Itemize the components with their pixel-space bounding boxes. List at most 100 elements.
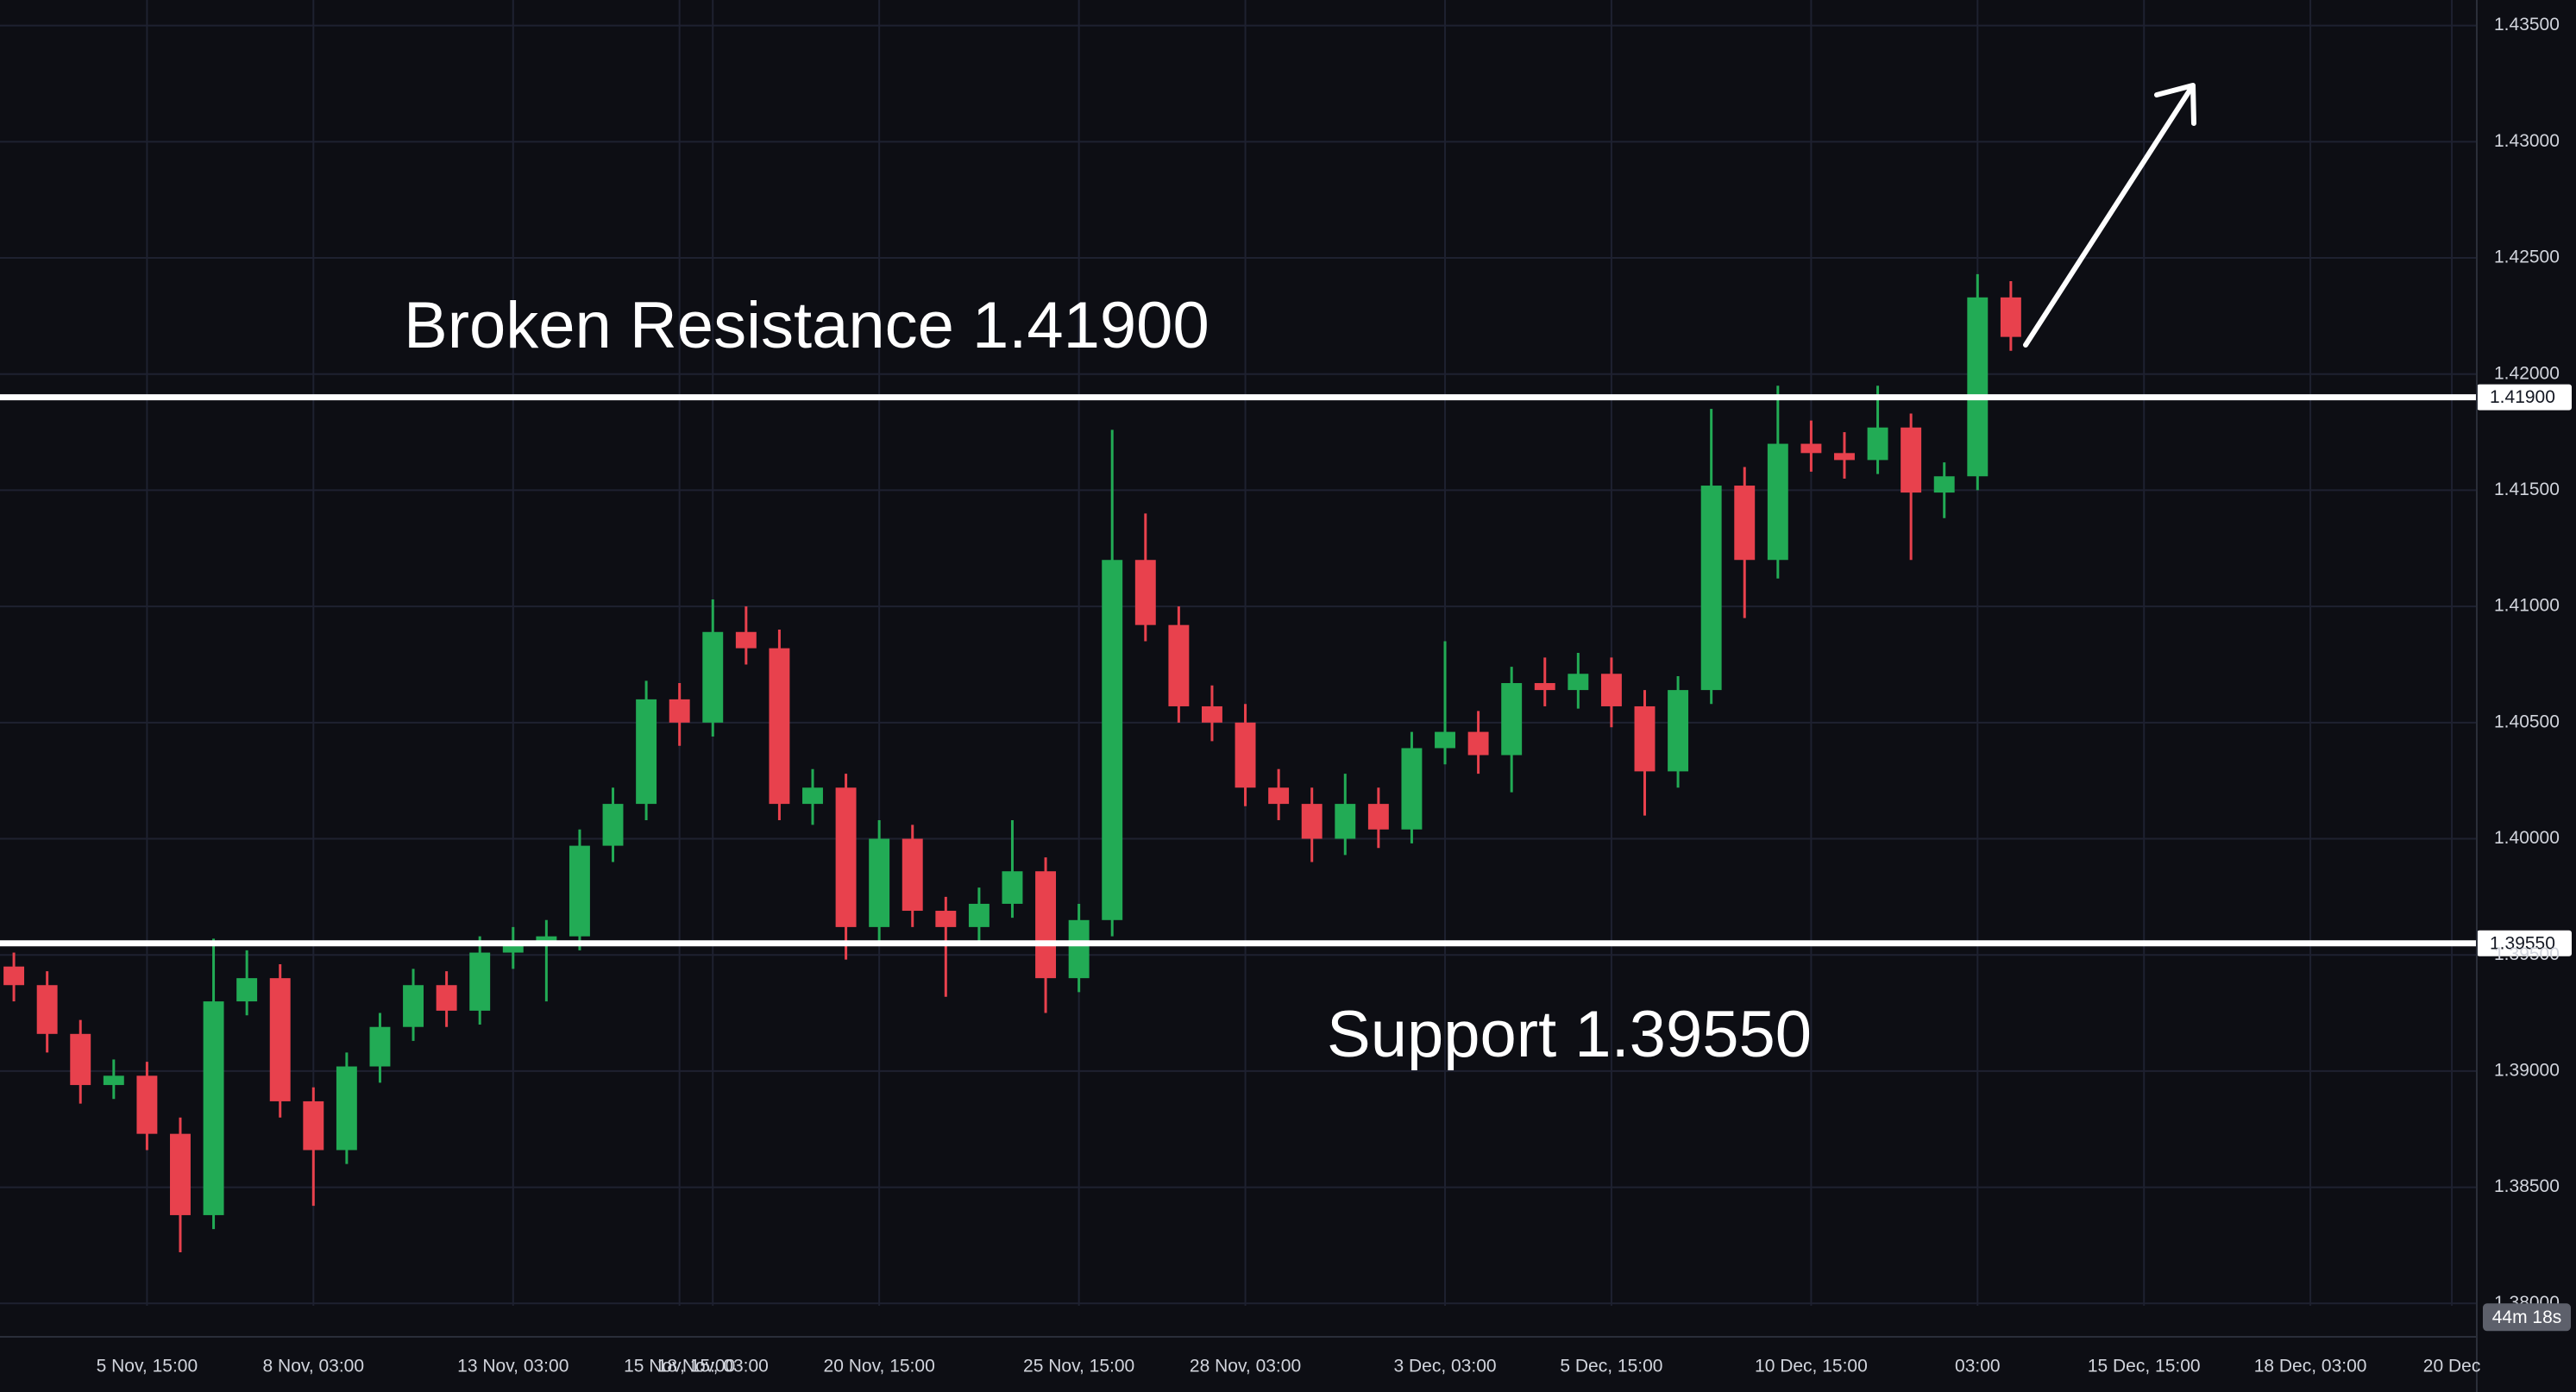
candle-body bbox=[1668, 690, 1689, 772]
candle-body bbox=[203, 1001, 224, 1215]
candle-body bbox=[403, 985, 424, 1027]
candle-body bbox=[103, 1075, 124, 1086]
candle-body bbox=[303, 1100, 324, 1151]
y-tick-label: 1.43000 bbox=[2494, 131, 2560, 151]
candle-body bbox=[36, 985, 58, 1034]
levels: 1.41900 1.39550 bbox=[0, 384, 2572, 956]
candle-body bbox=[1867, 427, 1888, 461]
candle-body bbox=[1301, 804, 1323, 839]
candle-body bbox=[1467, 731, 1489, 756]
x-tick-label: 20 Dec bbox=[2423, 1357, 2481, 1376]
trend-arrow bbox=[2023, 83, 2196, 348]
level-badge bbox=[2477, 384, 2572, 411]
candle-body bbox=[869, 838, 890, 927]
candle-body bbox=[336, 1066, 357, 1151]
candle-body bbox=[935, 911, 957, 927]
x-tick-label: 03:00 bbox=[1955, 1357, 2001, 1376]
x-tick-label: 28 Nov, 03:00 bbox=[1190, 1357, 1301, 1376]
y-tick-label: 1.40000 bbox=[2494, 828, 2560, 848]
x-tick-label: 15 Dec, 15:00 bbox=[2088, 1357, 2201, 1376]
countdown-badge bbox=[2483, 1303, 2571, 1332]
candle-body bbox=[469, 952, 491, 1011]
level-label: 1.39550 bbox=[2490, 933, 2555, 953]
y-tick-label: 1.39500 bbox=[2494, 944, 2560, 964]
candle-body bbox=[1767, 443, 1788, 561]
candle-body bbox=[1068, 919, 1090, 979]
y-tick-label: 1.38500 bbox=[2494, 1176, 2560, 1196]
candles bbox=[3, 273, 2021, 1253]
candle-body bbox=[1700, 486, 1722, 691]
y-tick-label: 1.42000 bbox=[2494, 363, 2560, 383]
candle-body bbox=[702, 631, 724, 723]
candle-body bbox=[1933, 476, 1955, 493]
candle-body bbox=[170, 1133, 191, 1215]
candle-body bbox=[1201, 705, 1222, 723]
x-tick-label: 18 Dec, 03:00 bbox=[2254, 1357, 2367, 1376]
candle-body bbox=[1967, 297, 1989, 477]
x-tick-label: 3 Dec, 03:00 bbox=[1393, 1357, 1496, 1376]
candle-body bbox=[1734, 486, 1756, 561]
x-tick-label: 8 Nov, 03:00 bbox=[263, 1357, 365, 1376]
candle-body bbox=[1401, 748, 1423, 830]
candle-body bbox=[1568, 674, 1589, 691]
annotation: Broken Resistance 1.41900 bbox=[404, 289, 1209, 362]
level-badge bbox=[2477, 930, 2572, 956]
candle-body bbox=[136, 1075, 158, 1134]
x-tick-label: 15 Nov, 15:00 bbox=[624, 1357, 735, 1376]
y-tick-label: 1.41500 bbox=[2494, 480, 2560, 499]
candle-body bbox=[1634, 705, 1656, 772]
candle-body bbox=[1102, 560, 1123, 920]
candle-body bbox=[536, 936, 557, 944]
y-tick-label: 1.39000 bbox=[2494, 1060, 2560, 1080]
x-tick-label: 25 Nov, 15:00 bbox=[1023, 1357, 1134, 1376]
candle-body bbox=[1002, 871, 1023, 904]
candle-body bbox=[2000, 297, 2021, 337]
candle-body bbox=[1235, 722, 1256, 788]
candle-body bbox=[968, 903, 990, 927]
level-label: 1.41900 bbox=[2490, 387, 2555, 407]
candle-body bbox=[436, 985, 457, 1011]
x-tick-label: 20 Nov, 15:00 bbox=[824, 1357, 935, 1376]
candle-body bbox=[1367, 804, 1389, 830]
countdown: 44m 18s bbox=[2492, 1307, 2562, 1327]
candle-body bbox=[1834, 453, 1855, 461]
candle-body bbox=[1435, 731, 1455, 749]
candle-body bbox=[236, 978, 258, 1002]
y-tick-label: 1.41000 bbox=[2494, 596, 2560, 616]
candle-body bbox=[3, 966, 25, 986]
candle-body bbox=[1800, 443, 1822, 454]
x-tick-label: 5 Nov, 15:00 bbox=[97, 1357, 198, 1376]
candle-body bbox=[636, 699, 657, 805]
candle-body bbox=[1035, 871, 1057, 979]
x-tick-label: 18 Nov, 03:00 bbox=[657, 1357, 769, 1376]
candle-body bbox=[835, 787, 857, 927]
y-tick-label: 1.43500 bbox=[2494, 15, 2560, 34]
y-tick-label: 1.42500 bbox=[2494, 248, 2560, 267]
candle-body bbox=[269, 978, 291, 1101]
candle-body bbox=[669, 699, 690, 723]
candle-body bbox=[1600, 674, 1622, 706]
candle-body bbox=[902, 838, 923, 912]
candle-body bbox=[1268, 787, 1290, 805]
candle-body bbox=[369, 1026, 391, 1067]
x-tick-label: 5 Dec, 15:00 bbox=[1560, 1357, 1662, 1376]
candle-body bbox=[1901, 427, 1922, 493]
arrow-shaft bbox=[2023, 85, 2194, 348]
candle-body bbox=[70, 1033, 91, 1086]
candle-body bbox=[502, 943, 524, 953]
x-tick-label: 10 Dec, 15:00 bbox=[1755, 1357, 1868, 1376]
arrow-head bbox=[2154, 83, 2196, 126]
candle-body bbox=[602, 804, 624, 846]
candle-body bbox=[1534, 683, 1555, 691]
candle-body bbox=[769, 648, 790, 805]
candle-body bbox=[802, 787, 823, 805]
candle-body bbox=[569, 845, 590, 937]
x-tick-label: 13 Nov, 03:00 bbox=[457, 1357, 569, 1376]
candle-body bbox=[1134, 560, 1156, 625]
candle-body bbox=[735, 631, 757, 649]
y-tick-label: 1.40500 bbox=[2494, 712, 2560, 731]
